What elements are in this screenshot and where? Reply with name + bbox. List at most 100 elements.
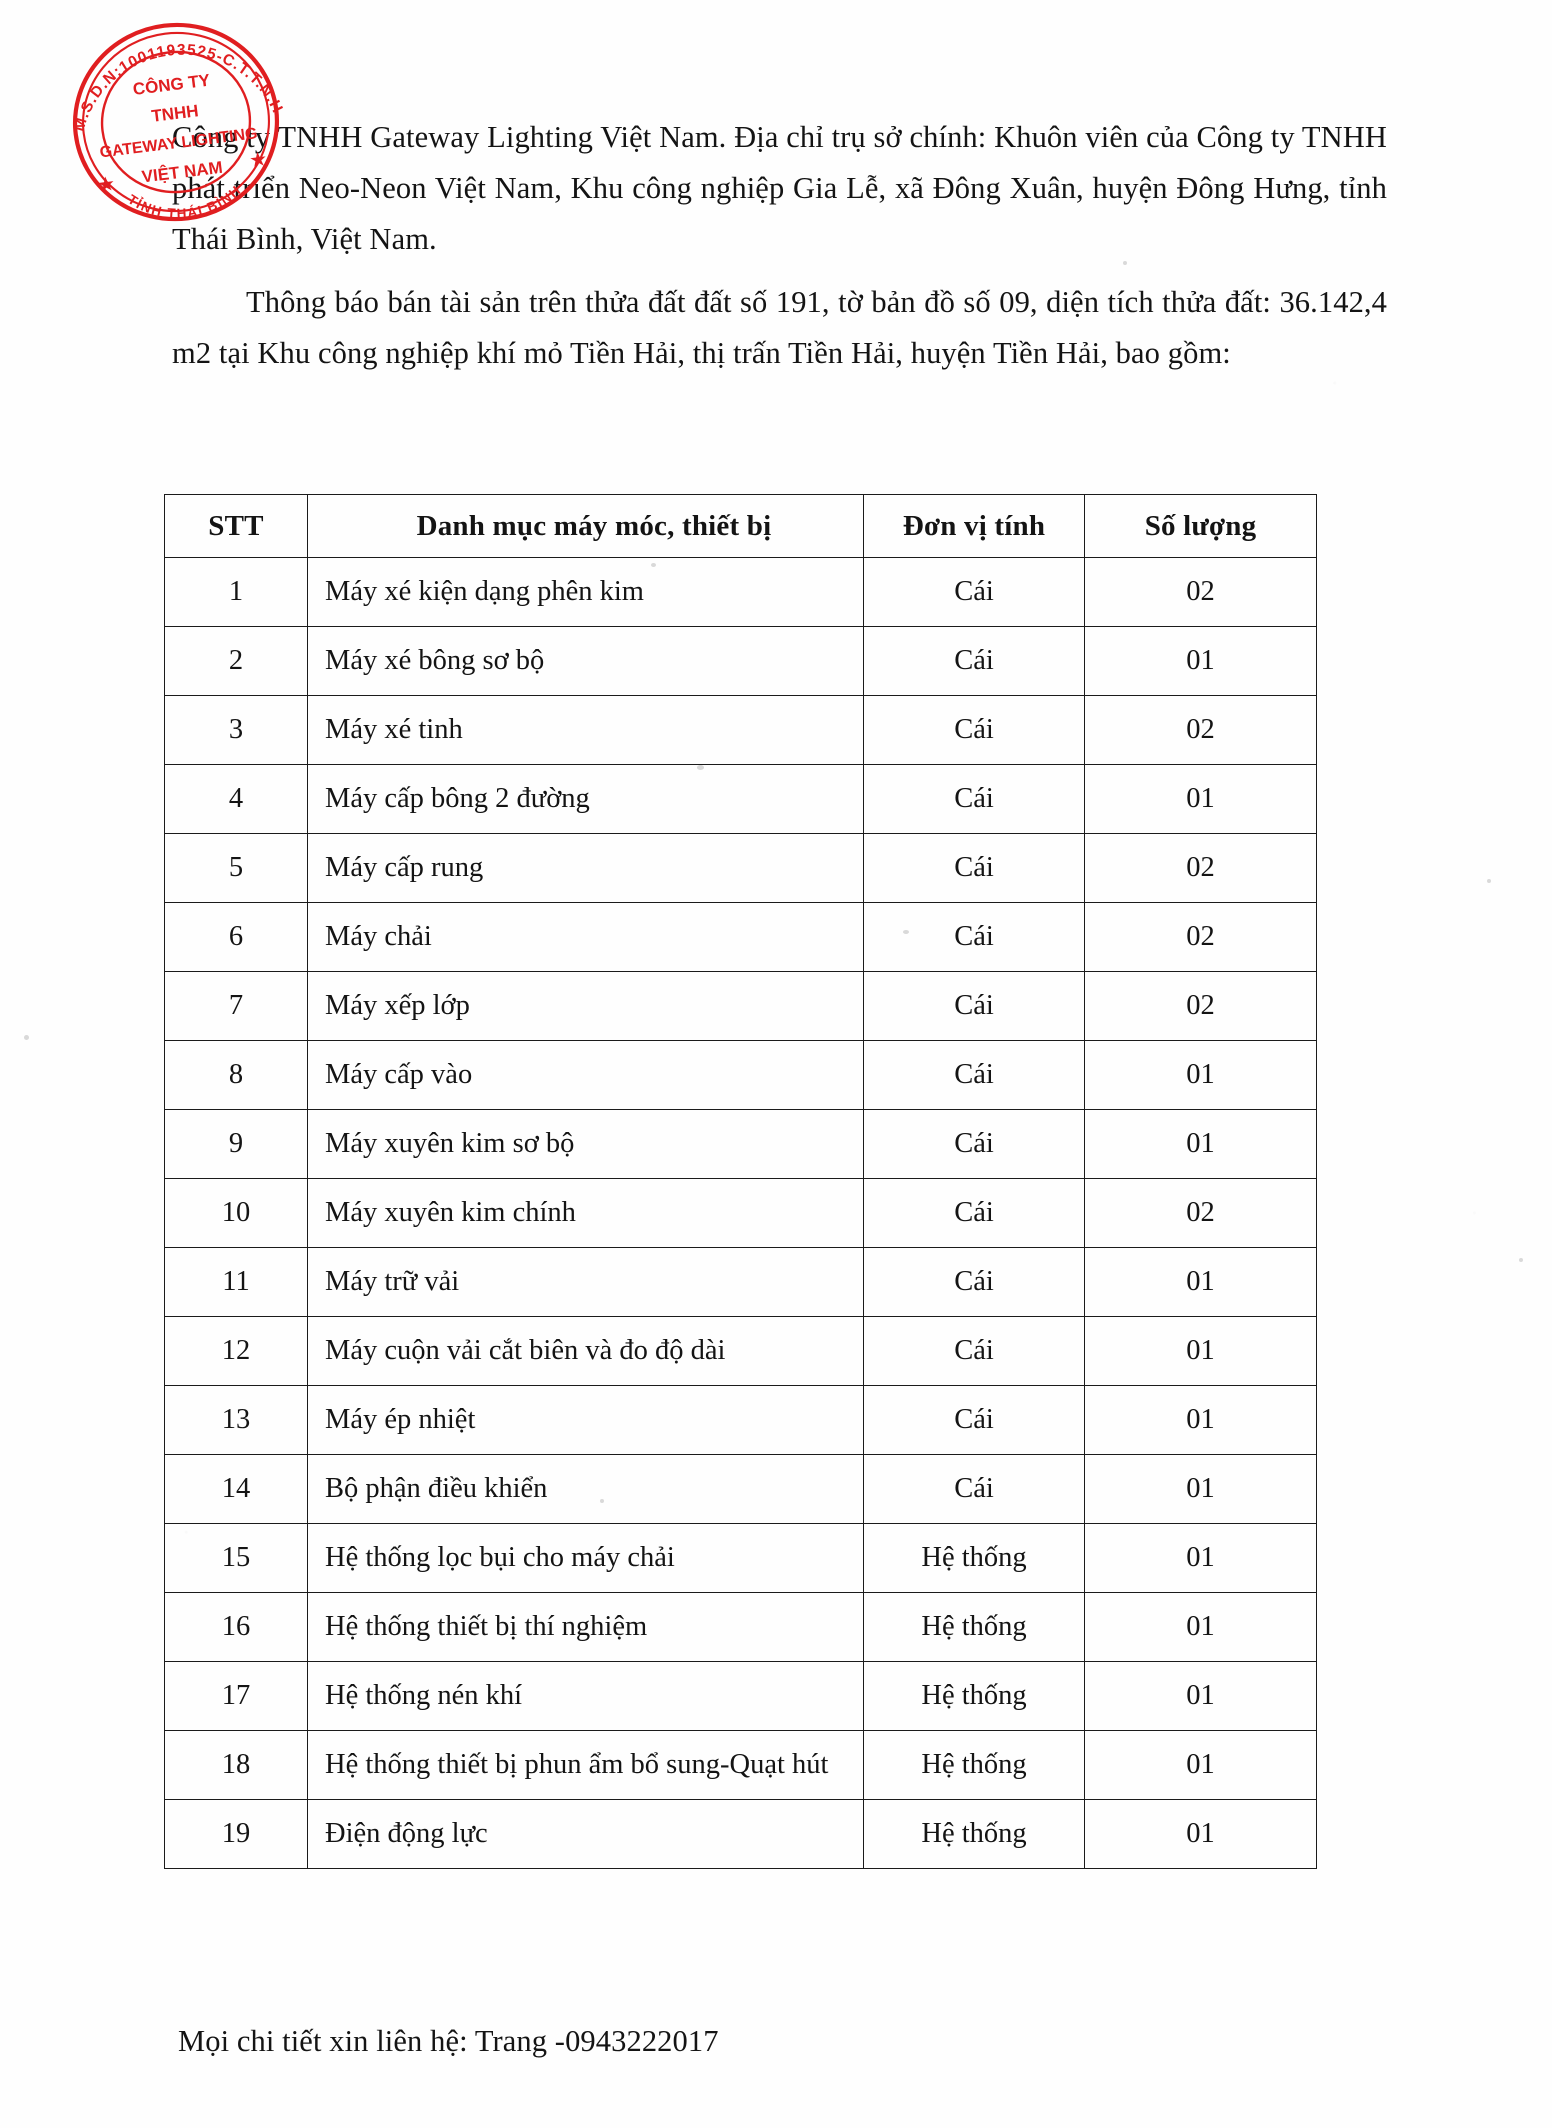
table-row: 19 Điện động lực Hệ thống 01	[164, 1799, 1317, 1869]
cell-quantity: 02	[1084, 1178, 1317, 1248]
scan-speckle	[24, 1035, 29, 1040]
cell-name: Điện động lực	[307, 1799, 864, 1869]
cell-name: Máy cấp bông 2 đường	[307, 764, 864, 834]
cell-unit: Cái	[863, 1454, 1085, 1524]
cell-stt: 14	[164, 1454, 308, 1524]
table-row: 5 Máy cấp rung Cái 02	[164, 833, 1317, 903]
cell-quantity: 01	[1084, 1040, 1317, 1110]
cell-name: Máy xé kiện dạng phên kim	[307, 557, 864, 627]
scan-speckle	[1519, 1258, 1523, 1262]
cell-stt: 7	[164, 971, 308, 1041]
cell-stt: 10	[164, 1178, 308, 1248]
cell-name: Máy cuộn vải cắt biên và đo độ dài	[307, 1316, 864, 1386]
table-row: 7 Máy xếp lớp Cái 02	[164, 971, 1317, 1041]
table-row: 8 Máy cấp vào Cái 01	[164, 1040, 1317, 1110]
table-row: 10 Máy xuyên kim chính Cái 02	[164, 1178, 1317, 1248]
cell-stt: 6	[164, 902, 308, 972]
cell-name: Máy trữ vải	[307, 1247, 864, 1317]
table-row: 2 Máy xé bông sơ bộ Cái 01	[164, 626, 1317, 696]
cell-unit: Hệ thống	[863, 1592, 1085, 1662]
cell-stt: 8	[164, 1040, 308, 1110]
cell-stt: 4	[164, 764, 308, 834]
table-row: 4 Máy cấp bông 2 đường Cái 01	[164, 764, 1317, 834]
cell-stt: 13	[164, 1385, 308, 1455]
cell-stt: 3	[164, 695, 308, 765]
table-row: 12 Máy cuộn vải cắt biên và đo độ dài Cái 0…	[164, 1316, 1317, 1386]
scan-speckle	[651, 563, 656, 567]
cell-stt: 1	[164, 557, 308, 627]
table-row: 17 Hệ thống nén khí Hệ thống 01	[164, 1661, 1317, 1731]
cell-stt: 17	[164, 1661, 308, 1731]
cell-quantity: 01	[1084, 1109, 1317, 1179]
cell-quantity: 02	[1084, 557, 1317, 627]
cell-quantity: 01	[1084, 1799, 1317, 1869]
cell-quantity: 01	[1084, 1661, 1317, 1731]
cell-unit: Cái	[863, 1385, 1085, 1455]
cell-stt: 16	[164, 1592, 308, 1662]
table-row: 16 Hệ thống thiết bị thí nghiệm Hệ thống 01	[164, 1592, 1317, 1662]
cell-quantity: 01	[1084, 1316, 1317, 1386]
cell-name: Máy cấp rung	[307, 833, 864, 903]
cell-name: Máy xếp lớp	[307, 971, 864, 1041]
cell-unit: Cái	[863, 557, 1085, 627]
cell-quantity: 01	[1084, 1730, 1317, 1800]
cell-name: Máy xuyên kim chính	[307, 1178, 864, 1248]
cell-quantity: 01	[1084, 1592, 1317, 1662]
cell-name: Bộ phận điều khiển	[307, 1454, 864, 1524]
cell-unit: Hệ thống	[863, 1661, 1085, 1731]
seal-line-1: CÔNG TY	[132, 71, 212, 99]
cell-unit: Cái	[863, 695, 1085, 765]
cell-unit: Hệ thống	[863, 1523, 1085, 1593]
cell-quantity: 01	[1084, 626, 1317, 696]
cell-unit: Cái	[863, 902, 1085, 972]
scan-speckle	[1123, 261, 1127, 265]
cell-stt: 2	[164, 626, 308, 696]
scan-speckle	[903, 930, 909, 934]
column-header-unit: Đơn vị tính	[863, 494, 1085, 558]
table-row: 18 Hệ thống thiết bị phun ẩm bổ sung-Quạt…	[164, 1730, 1317, 1800]
cell-quantity: 01	[1084, 764, 1317, 834]
cell-unit: Cái	[863, 1040, 1085, 1110]
cell-name: Máy chải	[307, 902, 864, 972]
cell-name: Máy cấp vào	[307, 1040, 864, 1110]
cell-stt: 5	[164, 833, 308, 903]
cell-quantity: 02	[1084, 971, 1317, 1041]
column-header-quantity: Số lượng	[1084, 494, 1317, 558]
equipment-table: STT Danh mục máy móc, thiết bị Đơn vị tí…	[164, 494, 1317, 1869]
table-row: 14 Bộ phận điều khiển Cái 01	[164, 1454, 1317, 1524]
intro-paragraph-2: Thông báo bán tài sản trên thửa đất đất …	[172, 277, 1387, 379]
cell-quantity: 02	[1084, 833, 1317, 903]
cell-name: Hệ thống thiết bị thí nghiệm	[307, 1592, 864, 1662]
table-row: 3 Máy xé tinh Cái 02	[164, 695, 1317, 765]
cell-stt: 19	[164, 1799, 308, 1869]
table-row: 13 Máy ép nhiệt Cái 01	[164, 1385, 1317, 1455]
cell-quantity: 01	[1084, 1523, 1317, 1593]
table-row: 6 Máy chải Cái 02	[164, 902, 1317, 972]
cell-unit: Cái	[863, 1178, 1085, 1248]
seal-star-left-icon: ★	[96, 173, 116, 197]
cell-name: Máy xuyên kim sơ bộ	[307, 1109, 864, 1179]
cell-name: Máy xé bông sơ bộ	[307, 626, 864, 696]
intro-paragraph-1: Công ty TNHH Gateway Lighting Việt Nam. …	[172, 120, 1387, 256]
table-head: STT Danh mục máy móc, thiết bị Đơn vị tí…	[164, 494, 1317, 558]
cell-unit: Cái	[863, 1109, 1085, 1179]
table-header-row: STT Danh mục máy móc, thiết bị Đơn vị tí…	[164, 494, 1317, 558]
intro-text-block: Công ty TNHH Gateway Lighting Việt Nam. …	[172, 112, 1387, 379]
cell-unit: Cái	[863, 1247, 1085, 1317]
cell-quantity: 01	[1084, 1247, 1317, 1317]
intro-paragraph-2-text: Thông báo bán tài sản trên thửa đất đất …	[172, 285, 1387, 370]
cell-stt: 9	[164, 1109, 308, 1179]
cell-name: Hệ thống nén khí	[307, 1661, 864, 1731]
cell-stt: 12	[164, 1316, 308, 1386]
cell-unit: Cái	[863, 1316, 1085, 1386]
cell-quantity: 01	[1084, 1385, 1317, 1455]
cell-name: Hệ thống lọc bụi cho máy chải	[307, 1523, 864, 1593]
table-row: 9 Máy xuyên kim sơ bộ Cái 01	[164, 1109, 1317, 1179]
cell-name: Hệ thống thiết bị phun ẩm bổ sung-Quạt h…	[307, 1730, 864, 1800]
cell-quantity: 01	[1084, 1454, 1317, 1524]
footer-contact: Mọi chi tiết xin liên hệ: Trang -0943222…	[178, 2024, 719, 2058]
scan-speckle	[697, 765, 704, 770]
cell-name: Máy ép nhiệt	[307, 1385, 864, 1455]
cell-unit: Cái	[863, 626, 1085, 696]
cell-stt: 11	[164, 1247, 308, 1317]
